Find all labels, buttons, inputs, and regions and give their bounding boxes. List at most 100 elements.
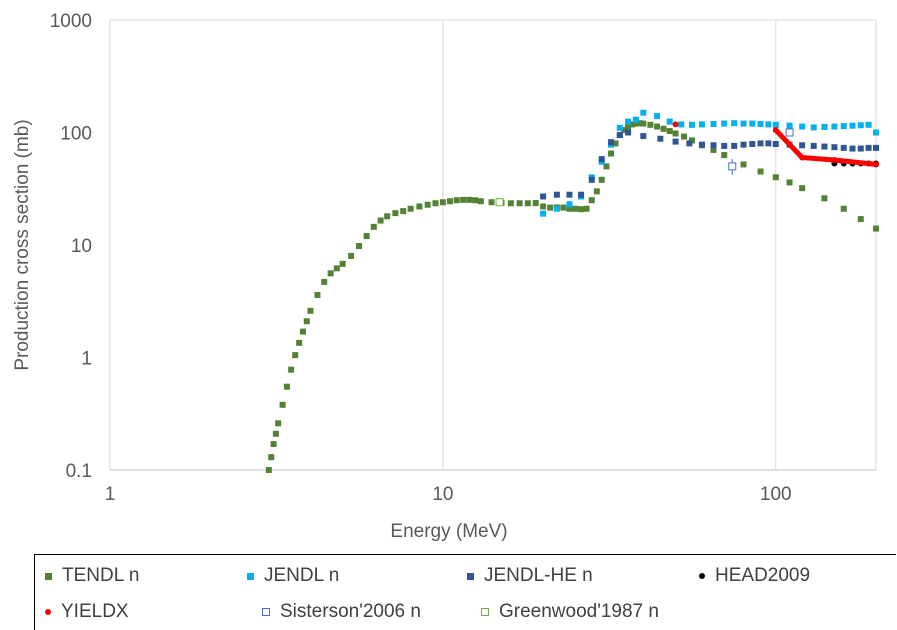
chart-area: 1 10 100 0.1 1 10 100 1000 Energy (MeV) Produc… (12, 11, 879, 542)
data-point (621, 127, 628, 134)
data-point (407, 205, 414, 212)
data-point (616, 132, 623, 139)
data-point (873, 225, 879, 232)
data-point (272, 430, 279, 437)
data-point (710, 121, 717, 128)
legend-label-jendl-he: JENDL-HE n (484, 565, 593, 586)
data-point (392, 210, 399, 217)
data-point (268, 454, 275, 461)
data-point (524, 200, 531, 207)
data-point (857, 216, 864, 223)
data-point (810, 124, 817, 131)
legend: TENDL n JENDL n JENDL-HE n HEAD2009 YIEL… (34, 554, 896, 630)
data-point (553, 205, 560, 212)
data-point (566, 201, 573, 208)
data-point (786, 179, 793, 186)
series-line-yieldx (773, 128, 877, 167)
data-point (849, 122, 856, 129)
data-point (786, 122, 793, 129)
data-point (327, 270, 334, 277)
data-point (785, 128, 794, 137)
data-point (363, 233, 370, 240)
data-point (598, 176, 605, 183)
data-point (666, 118, 673, 125)
data-point (873, 161, 879, 168)
data-point (666, 128, 673, 135)
data-point (400, 208, 407, 215)
data-point (540, 193, 547, 200)
data-point (831, 123, 838, 130)
data-point (710, 142, 717, 149)
data-point (296, 339, 303, 346)
data-point (612, 140, 619, 147)
data-point (831, 156, 838, 163)
data-point (740, 161, 747, 168)
data-point (710, 146, 717, 153)
data-point (516, 200, 523, 207)
data-point (275, 420, 282, 427)
series-sisterson-2006-n (728, 128, 794, 175)
data-point (765, 140, 772, 147)
data-point (588, 176, 595, 183)
data-point (749, 141, 756, 148)
data-point (840, 144, 847, 151)
data-point (270, 441, 277, 448)
data-point (831, 144, 838, 151)
legend-item-jendl: JENDL n (247, 564, 339, 588)
data-point (446, 198, 453, 205)
legend-item-head2009: HEAD2009 (699, 564, 810, 588)
data-point (765, 121, 772, 128)
data-point (303, 318, 310, 325)
y-tick-label: 0.1 (66, 461, 92, 482)
data-point (657, 135, 664, 142)
legend-marker-head2009 (699, 573, 705, 579)
data-point (588, 197, 595, 204)
data-point (721, 120, 728, 127)
x-axis-label: Energy (MeV) (390, 521, 507, 542)
data-point (333, 265, 340, 272)
data-point (772, 127, 779, 134)
data-point (672, 138, 679, 145)
data-point (772, 141, 779, 148)
data-point (740, 141, 747, 148)
legend-label-head2009: HEAD2009 (715, 565, 811, 586)
y-tick-label: 1 (81, 349, 92, 370)
data-point (578, 191, 585, 198)
data-point (640, 109, 647, 116)
y-tick-label: 100 (60, 124, 92, 145)
data-point (772, 174, 779, 181)
data-point (698, 121, 705, 128)
data-point (466, 196, 473, 203)
data-point (857, 145, 864, 152)
data-point (810, 142, 817, 149)
x-tick-labels: 1 10 100 (105, 484, 792, 505)
y-tick-label: 1000 (50, 11, 92, 32)
data-point (283, 383, 290, 390)
data-point (625, 129, 632, 136)
series-jendl-he-n (540, 129, 879, 200)
data-point (632, 120, 639, 127)
legend-marker-jendl-he (467, 572, 474, 580)
data-point (416, 203, 423, 210)
data-point (370, 223, 377, 230)
data-point (532, 200, 539, 207)
data-point (356, 242, 363, 249)
data-point (616, 124, 623, 131)
legend-item-tendl: TENDL n (45, 564, 139, 588)
legend-label-tendl: TENDL n (62, 565, 140, 586)
data-point (840, 123, 847, 130)
data-point (757, 121, 764, 128)
data-point (578, 206, 585, 213)
data-point (547, 204, 554, 211)
data-point (672, 121, 679, 128)
data-point (339, 260, 346, 267)
data-point (640, 133, 647, 140)
data-point (654, 113, 661, 120)
data-point (566, 205, 573, 212)
data-point (681, 133, 688, 140)
x-tick-label: 100 (760, 484, 792, 505)
data-point (686, 140, 693, 147)
data-point (553, 191, 560, 198)
data-point (799, 123, 806, 130)
data-point (731, 142, 738, 149)
